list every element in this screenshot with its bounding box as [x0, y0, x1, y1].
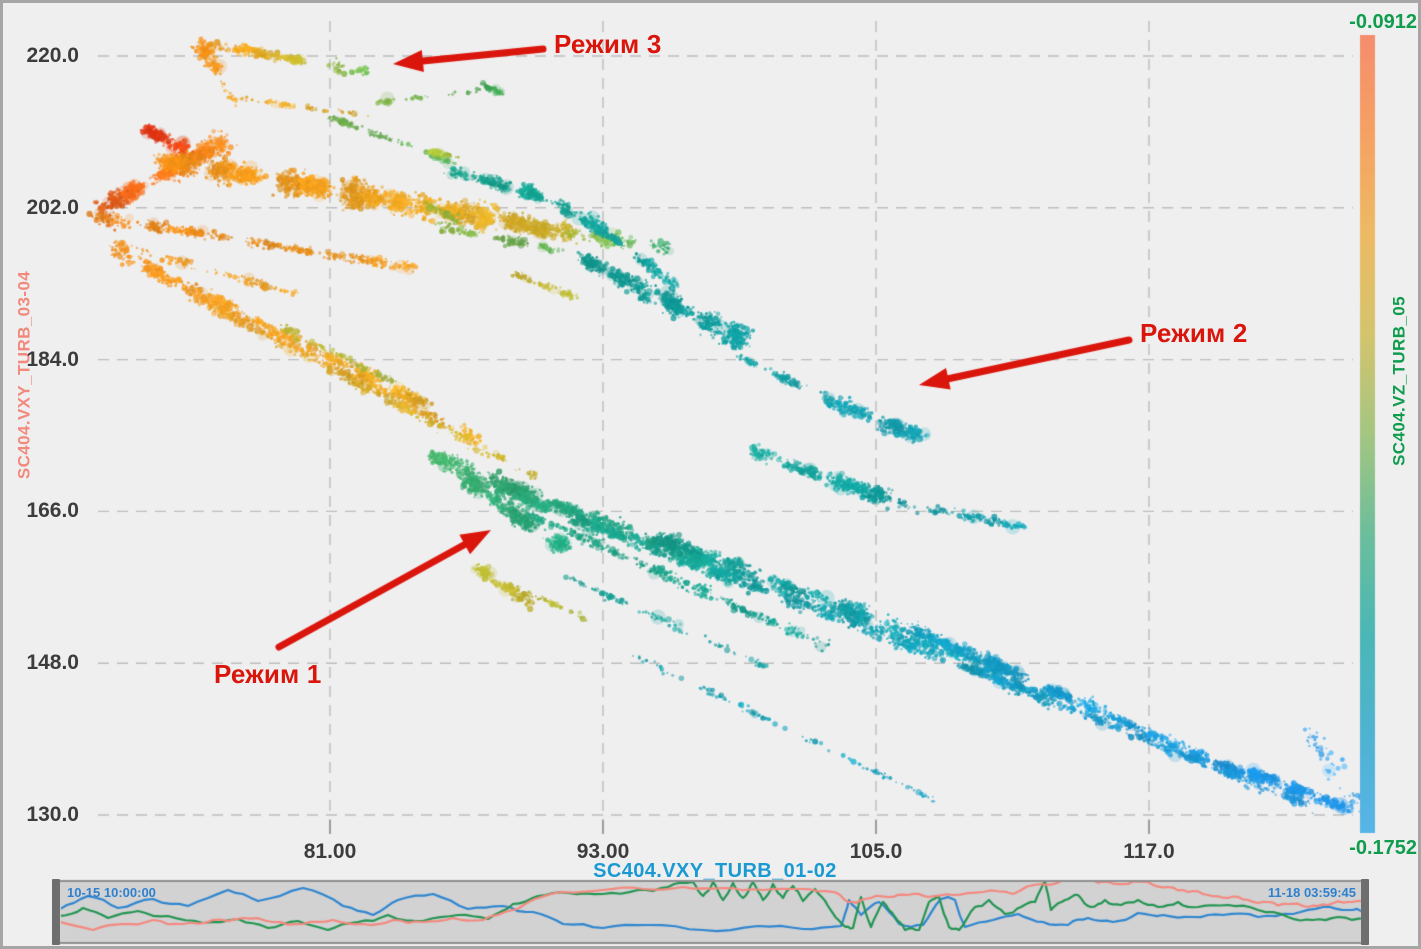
y-tick-label: 148.0 — [26, 651, 79, 675]
colorbar-min-label: -0.1752 — [1349, 837, 1417, 859]
y-tick-label: 166.0 — [26, 499, 79, 523]
annotation-rezhim-1: Режим 1 — [214, 659, 322, 689]
timeline-start-timestamp: 10-15 10:00:00 — [67, 885, 156, 900]
x-tick-label: 117.0 — [1123, 840, 1175, 863]
colorbar — [1359, 34, 1376, 834]
x-axis-title: SC404.VXY_TURB_01-02 — [593, 860, 837, 882]
y-tick-label: 130.0 — [26, 802, 79, 826]
x-tick-label: 93.00 — [576, 840, 630, 863]
y-axis-title: SC404.VXY_TURB_03-04 — [14, 270, 34, 480]
scatter-plot-area[interactable] — [98, 15, 1359, 839]
annotation-rezhim-2: Режим 2 — [1140, 318, 1248, 348]
y-tick-label: 202.0 — [26, 195, 79, 219]
annotation-rezhim-3: Режим 3 — [554, 29, 662, 59]
y-tick-label: 184.0 — [26, 347, 79, 371]
x-tick-label: 81.00 — [303, 840, 357, 863]
colorbar-max-label: -0.0912 — [1349, 11, 1417, 33]
y-tick-label: 220.0 — [26, 44, 79, 67]
x-tick-label: 105.0 — [849, 840, 903, 863]
timeline-end-timestamp: 11-18 03:59:45 — [1267, 885, 1356, 900]
colorbar-title: SC404.VZ_TURB_05 — [1389, 296, 1409, 466]
timeline-right-handle[interactable] — [1361, 879, 1369, 945]
scatter-canvas — [3, 3, 1418, 946]
timeline-left-handle[interactable] — [52, 879, 60, 945]
